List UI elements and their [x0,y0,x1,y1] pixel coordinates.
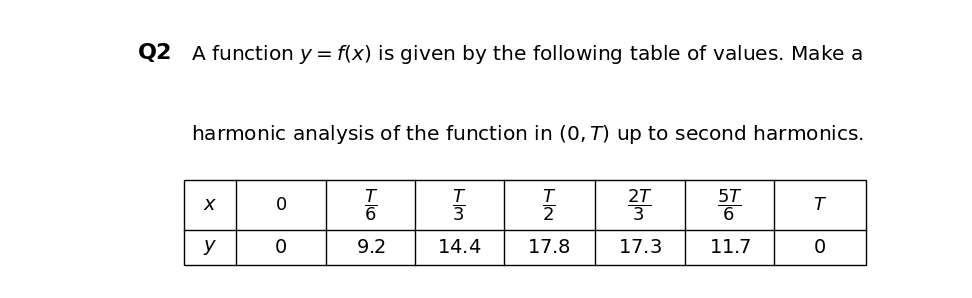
Text: $11.7$: $11.7$ [709,238,751,257]
Text: $T$: $T$ [813,196,827,214]
Text: Q2: Q2 [138,43,172,63]
Text: $y$: $y$ [202,238,217,257]
Text: $14.4$: $14.4$ [437,238,481,257]
Text: $0$: $0$ [814,238,826,257]
Text: $x$: $x$ [203,195,217,215]
Text: $\dfrac{2T}{3}$: $\dfrac{2T}{3}$ [627,187,653,223]
Text: $9.2$: $9.2$ [356,238,386,257]
Text: $\dfrac{T}{3}$: $\dfrac{T}{3}$ [452,187,467,223]
Text: $0$: $0$ [274,238,288,257]
Text: $17.8$: $17.8$ [528,238,571,257]
Text: $\dfrac{5T}{6}$: $\dfrac{5T}{6}$ [717,187,743,223]
Text: harmonic analysis of the function in $(0, T)$ up to second harmonics.: harmonic analysis of the function in $(0… [191,123,864,146]
Text: $17.3$: $17.3$ [618,238,662,257]
Text: $\dfrac{T}{6}$: $\dfrac{T}{6}$ [364,187,378,223]
Text: $0$: $0$ [275,196,287,214]
Text: $\dfrac{T}{2}$: $\dfrac{T}{2}$ [542,187,556,223]
Text: A function $y = f(x)$ is given by the following table of values. Make a: A function $y = f(x)$ is given by the fo… [191,43,863,66]
